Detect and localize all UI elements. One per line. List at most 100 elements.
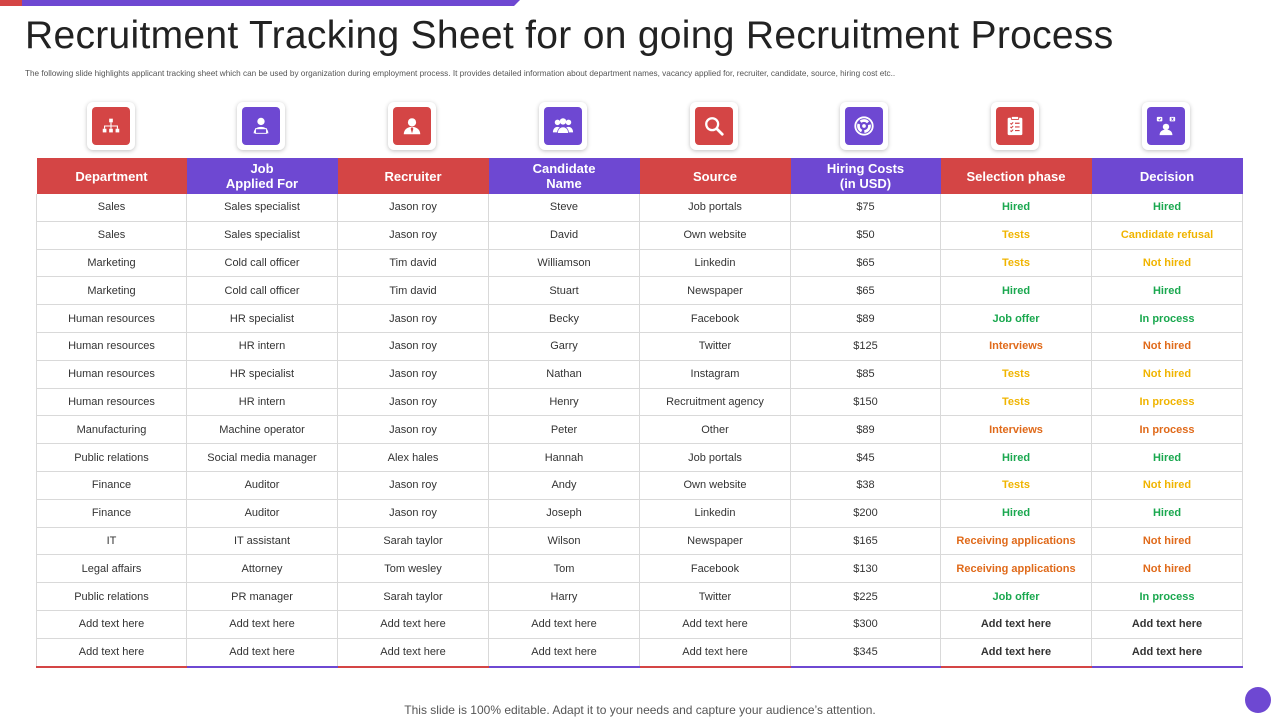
cell-job: HR specialist	[186, 304, 338, 333]
cell-candidate: Garry	[488, 331, 640, 361]
header-source: Source	[639, 158, 791, 194]
cell-cost: $89	[790, 415, 941, 445]
cell-department: Public relations	[36, 443, 187, 472]
column-icons	[36, 102, 1242, 158]
cell-job: HR intern	[186, 331, 338, 361]
clipboard-checklist-icon	[996, 107, 1034, 145]
cell-cost: $75	[790, 194, 941, 222]
cell-recruiter: Jason roy	[337, 359, 489, 389]
header-candidate-name-line: Name	[546, 176, 582, 191]
cell-candidate: Steve	[488, 194, 640, 222]
cell-department: Human resources	[36, 359, 187, 389]
header-hiring-costs-line: (in USD)	[839, 176, 892, 191]
cell-phase: Tests	[940, 248, 1092, 278]
cell-phase: Add text here	[940, 609, 1092, 639]
cell-job: IT assistant	[186, 526, 338, 556]
cell-source: Linkedin	[639, 248, 791, 278]
cell-candidate: Tom	[488, 554, 640, 584]
header-selection-phase-line: Selection phase	[966, 168, 1066, 184]
cell-job: HR intern	[186, 387, 338, 417]
cell-decision: Not hired	[1091, 359, 1243, 389]
cell-recruiter: Jason roy	[337, 304, 489, 333]
cell-phase: Tests	[940, 359, 1092, 389]
page-title: Recruitment Tracking Sheet for on going …	[25, 14, 1114, 57]
cell-recruiter: Sarah taylor	[337, 582, 489, 611]
cell-department: Human resources	[36, 304, 187, 333]
cell-decision: Hired	[1091, 443, 1243, 472]
cell-decision: Not hired	[1091, 470, 1243, 500]
cell-recruiter: Sarah taylor	[337, 526, 489, 556]
cell-source: Other	[639, 415, 791, 445]
header-selection-phase: Selection phase	[940, 158, 1092, 194]
table-row: Public relations PR manager Sarah taylor Ha…	[36, 582, 1243, 611]
cell-department: Finance	[36, 498, 187, 528]
decision-icon-cell	[1091, 102, 1241, 158]
header-source-line: Source	[692, 168, 738, 184]
cell-phase: Interviews	[940, 331, 1092, 361]
cell-department: IT	[36, 526, 187, 556]
table-row: Finance Auditor Jason roy Andy Own website $3…	[36, 470, 1243, 500]
pie-cost-icon	[845, 107, 883, 145]
header-decision-line: Decision	[1139, 168, 1195, 184]
header-job-applied-for-line: Job	[250, 161, 274, 176]
table-row: Human resources HR specialist Jason roy Bec…	[36, 304, 1243, 333]
cell-phase: Tests	[940, 220, 1092, 250]
cell-source: Add text here	[639, 609, 791, 639]
cell-job: Sales specialist	[186, 220, 338, 250]
cell-decision: In process	[1091, 304, 1243, 333]
cell-decision: Not hired	[1091, 526, 1243, 556]
cell-candidate: Nathan	[488, 359, 640, 389]
cell-job: Social media manager	[186, 443, 338, 472]
corner-circle-decoration	[1245, 687, 1271, 713]
table-row: Sales Sales specialist Jason roy Steve Job p…	[36, 194, 1243, 222]
cell-department: Marketing	[36, 248, 187, 278]
table-row: Marketing Cold call officer Tim david Stuar…	[36, 276, 1243, 306]
cell-phase: Tests	[940, 387, 1092, 417]
cell-source: Twitter	[639, 582, 791, 611]
cell-candidate: Peter	[488, 415, 640, 445]
cell-candidate: David	[488, 220, 640, 250]
footer-note: This slide is 100% editable. Adapt it to…	[404, 703, 876, 717]
cell-cost: $65	[790, 248, 941, 278]
cell-department: Marketing	[36, 276, 187, 306]
cell-department: Sales	[36, 220, 187, 250]
decision-icon	[1147, 107, 1185, 145]
cell-cost: $225	[790, 582, 941, 611]
cell-candidate: Hannah	[488, 443, 640, 472]
cell-recruiter: Alex hales	[337, 443, 489, 472]
cell-cost: $50	[790, 220, 941, 250]
recruiter-icon	[393, 107, 431, 145]
header-job-applied-for: Job Applied For	[186, 158, 338, 194]
cell-candidate: Becky	[488, 304, 640, 333]
cell-cost: $45	[790, 443, 941, 472]
cell-source: Newspaper	[639, 526, 791, 556]
cell-cost: $38	[790, 470, 941, 500]
cell-source: Facebook	[639, 554, 791, 584]
table-row: Add text here Add text here Add text here A…	[36, 637, 1243, 668]
cell-source: Own website	[639, 470, 791, 500]
cell-job: Add text here	[186, 637, 338, 668]
cell-job: Add text here	[186, 609, 338, 639]
cell-job: PR manager	[186, 582, 338, 611]
cell-cost: $89	[790, 304, 941, 333]
cell-job: Cold call officer	[186, 248, 338, 278]
top-accent-purple	[22, 0, 520, 6]
table-row: Finance Auditor Jason roy Joseph Linkedin $20…	[36, 498, 1243, 528]
table-header: Department Job Applied For Recruiter Candida…	[36, 158, 1243, 194]
cell-cost: $130	[790, 554, 941, 584]
cell-recruiter: Tim david	[337, 276, 489, 306]
cell-decision: Hired	[1091, 276, 1243, 306]
cell-recruiter: Jason roy	[337, 331, 489, 361]
cell-department: Public relations	[36, 582, 187, 611]
header-department-line: Department	[75, 168, 148, 184]
cell-cost: $125	[790, 331, 941, 361]
header-candidate-name: Candidate Name	[488, 158, 640, 194]
cell-phase: Receiving applications	[940, 554, 1092, 584]
cell-cost: $165	[790, 526, 941, 556]
cell-job: Auditor	[186, 498, 338, 528]
cell-source: Own website	[639, 220, 791, 250]
cell-recruiter: Tom wesley	[337, 554, 489, 584]
header-hiring-costs-line: Hiring Costs	[826, 161, 905, 176]
cell-decision: Hired	[1091, 194, 1243, 222]
cell-decision: Not hired	[1091, 331, 1243, 361]
